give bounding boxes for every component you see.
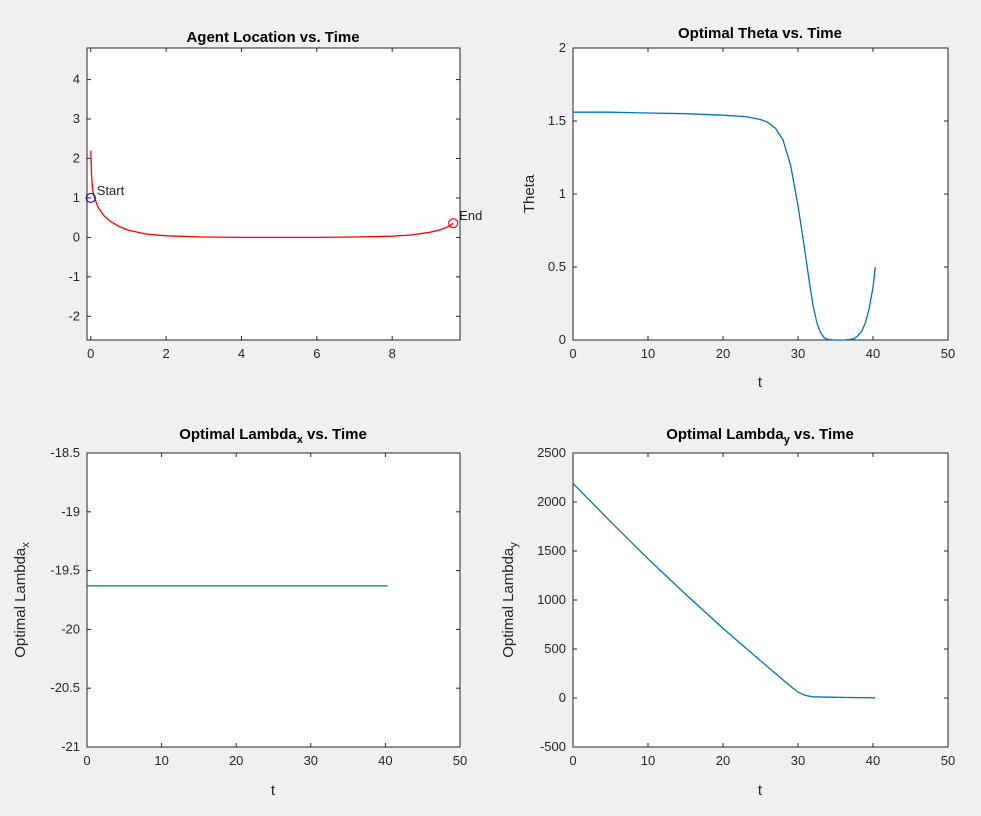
y-axis-label: Optimal Lambdax bbox=[12, 542, 32, 658]
panel-optimal-lambda-x: Optimal Lambdax vs. Time t Optimal Lambd… bbox=[12, 426, 467, 799]
y-tick-label: -2 bbox=[68, 308, 80, 323]
y-axis: -2 -1 0 1 2 3 4 bbox=[68, 72, 460, 323]
y-tick-label: 2 bbox=[559, 40, 566, 55]
series-layer bbox=[90, 150, 454, 239]
y-tick-label: -20.5 bbox=[50, 680, 80, 695]
y-tick-label: 1 bbox=[559, 186, 566, 201]
y-tick-label: 0 bbox=[559, 690, 566, 705]
panel-optimal-theta: Optimal Theta vs. Time t Theta 0 10 20 30 40… bbox=[521, 25, 955, 391]
chart-title: Optimal Lambdax vs. Time bbox=[179, 426, 367, 446]
y-tick-label: 2000 bbox=[537, 494, 566, 509]
series-layer bbox=[573, 111, 876, 341]
x-axis-label: t bbox=[758, 782, 763, 799]
plot-area bbox=[86, 47, 461, 341]
x-tick-label: 0 bbox=[569, 346, 576, 361]
annotation-layer: Start End bbox=[85, 183, 482, 229]
ylabel-main: Optimal Lambda bbox=[500, 547, 517, 658]
x-tick-label: 10 bbox=[641, 753, 655, 768]
x-axis-label: t bbox=[758, 374, 763, 391]
x-tick-label: 4 bbox=[238, 346, 245, 361]
x-tick-label: 50 bbox=[941, 346, 955, 361]
x-axis-label: t bbox=[271, 782, 276, 799]
x-tick-label: 30 bbox=[304, 753, 318, 768]
y-tick-label: -18.5 bbox=[50, 445, 80, 460]
plot-area bbox=[572, 47, 949, 341]
ylabel-subscript: y bbox=[508, 542, 520, 548]
series-line bbox=[573, 111, 876, 341]
x-axis: 0 10 20 30 40 50 bbox=[569, 48, 955, 361]
series-line bbox=[90, 150, 454, 239]
x-tick-label: 0 bbox=[87, 346, 94, 361]
x-tick-label: 0 bbox=[83, 753, 90, 768]
y-tick-label: -19.5 bbox=[50, 563, 80, 578]
x-tick-label: 20 bbox=[716, 346, 730, 361]
plot-area bbox=[86, 452, 461, 748]
x-axis: 0 10 20 30 40 50 bbox=[83, 453, 467, 768]
ylabel-subscript: x bbox=[20, 542, 32, 548]
annotation-marker bbox=[448, 218, 459, 229]
x-tick-label: 40 bbox=[866, 346, 880, 361]
title-main: Optimal Lambda bbox=[179, 426, 297, 443]
title-subscript: x bbox=[297, 434, 304, 446]
series-line bbox=[572, 482, 876, 699]
x-axis: 0 2 4 6 8 bbox=[87, 48, 396, 361]
y-tick-label: 1000 bbox=[537, 592, 566, 607]
y-tick-label: -21 bbox=[61, 739, 80, 754]
x-tick-label: 40 bbox=[866, 753, 880, 768]
y-tick-label: -20 bbox=[61, 621, 80, 636]
y-axis: -21 -20.5 -20 -19.5 -19 -18.5 bbox=[50, 445, 460, 754]
x-tick-label: 8 bbox=[389, 346, 396, 361]
y-tick-label: 0 bbox=[73, 229, 80, 244]
x-tick-label: 0 bbox=[569, 753, 576, 768]
x-tick-label: 20 bbox=[716, 753, 730, 768]
x-tick-label: 30 bbox=[791, 753, 805, 768]
chart-title: Agent Location vs. Time bbox=[186, 29, 359, 46]
title-suffix: vs. Time bbox=[790, 426, 854, 443]
x-tick-label: 6 bbox=[313, 346, 320, 361]
y-tick-label: 1.5 bbox=[548, 113, 566, 128]
x-tick-label: 10 bbox=[641, 346, 655, 361]
annotation-label: End bbox=[459, 208, 482, 223]
plot-area bbox=[572, 452, 949, 748]
y-tick-label: -19 bbox=[61, 504, 80, 519]
x-tick-label: 50 bbox=[453, 753, 467, 768]
chart-title: Optimal Theta vs. Time bbox=[678, 25, 842, 42]
panel-optimal-lambda-y: Optimal Lambday vs. Time t Optimal Lambd… bbox=[500, 426, 955, 799]
title-main: Optimal Lambda bbox=[666, 426, 784, 443]
annotation-marker bbox=[85, 192, 96, 204]
y-axis-label: Optimal Lambday bbox=[500, 542, 520, 658]
y-axis: -500 0 500 1000 1500 2000 2500 bbox=[537, 445, 948, 754]
y-tick-label: 3 bbox=[73, 111, 80, 126]
x-tick-label: 50 bbox=[941, 753, 955, 768]
y-tick-label: 1500 bbox=[537, 543, 566, 558]
y-axis-label: Theta bbox=[521, 174, 538, 213]
x-tick-label: 30 bbox=[791, 346, 805, 361]
chart-title: Optimal Lambday vs. Time bbox=[666, 426, 854, 446]
y-tick-label: 0.5 bbox=[548, 259, 566, 274]
ylabel-main: Optimal Lambda bbox=[12, 547, 29, 658]
y-tick-label: 2500 bbox=[537, 445, 566, 460]
title-suffix: vs. Time bbox=[303, 426, 367, 443]
x-tick-label: 10 bbox=[154, 753, 168, 768]
y-tick-label: 0 bbox=[559, 332, 566, 347]
annotation-label: Start bbox=[97, 183, 125, 198]
x-tick-label: 20 bbox=[229, 753, 243, 768]
y-tick-label: 4 bbox=[73, 72, 80, 87]
y-tick-label: -1 bbox=[68, 269, 80, 284]
x-tick-label: 40 bbox=[378, 753, 392, 768]
title-subscript: y bbox=[784, 434, 791, 446]
y-tick-label: -500 bbox=[540, 739, 566, 754]
x-axis: 0 10 20 30 40 50 bbox=[569, 453, 955, 768]
x-tick-label: 2 bbox=[163, 346, 170, 361]
series-layer bbox=[572, 482, 876, 699]
y-tick-label: 500 bbox=[544, 641, 566, 656]
y-tick-label: 1 bbox=[73, 190, 80, 205]
y-axis: 0 0.5 1 1.5 2 bbox=[548, 40, 948, 347]
y-tick-label: 2 bbox=[73, 150, 80, 165]
